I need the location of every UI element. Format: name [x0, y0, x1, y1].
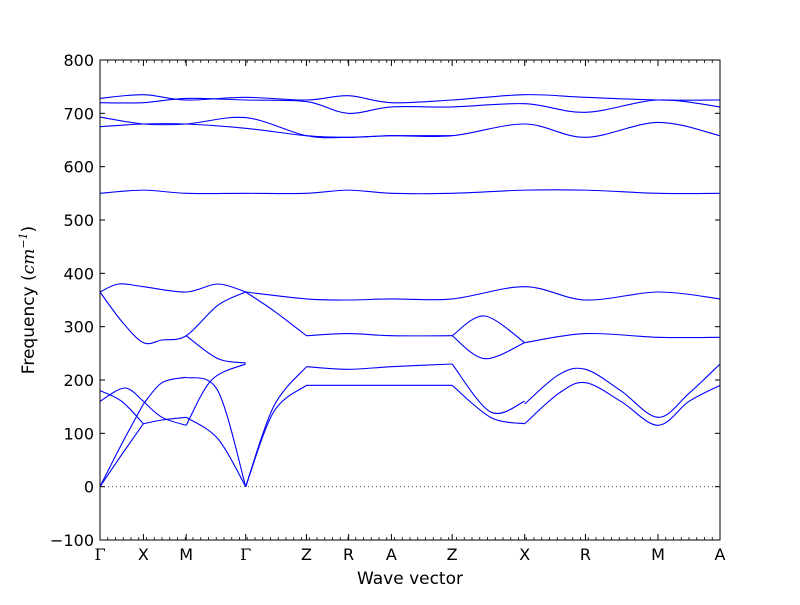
y-tick-label-200: 200: [63, 371, 94, 390]
branch-line-19: [99, 291, 246, 345]
y-tick-label--100: −100: [50, 531, 94, 550]
branch-line-6: [143, 416, 187, 425]
branch-line-17: [524, 363, 721, 418]
branch-line-31: [99, 94, 721, 104]
y-axis-label-unit: cm: [19, 249, 39, 275]
branch-line-9: [185, 416, 247, 487]
y-tick-label-400: 400: [63, 264, 94, 283]
branch-line-25: [451, 315, 526, 344]
x-tick-label-1: X: [138, 545, 149, 564]
branch-line-26: [451, 335, 525, 360]
branch-line-3: [99, 387, 144, 402]
branch-line-30: [99, 116, 453, 139]
y-tick-label-500: 500: [63, 211, 94, 230]
x-tick-label-3: Γ: [240, 545, 251, 564]
branch-line-2: [99, 423, 144, 487]
y-tick-label-300: 300: [63, 318, 94, 337]
y-axis-label: Frequency (cm−1): [17, 226, 39, 374]
series-layer: [99, 94, 721, 487]
y-axis-label-exponent: −1: [17, 232, 30, 248]
x-tick-label-9: R: [580, 545, 591, 564]
branch-line-12: [245, 366, 307, 487]
plot-frame: [99, 59, 721, 541]
branch-line-15: [451, 384, 525, 425]
branch-line-27: [524, 332, 721, 344]
branch-line-16: [451, 363, 525, 414]
y-tick-label-700: 700: [63, 104, 94, 123]
branch-line-8: [185, 376, 247, 487]
x-tick-label-2: M: [179, 545, 193, 564]
x-tick-label-4: Z: [301, 545, 312, 564]
y-axis-label-text: Frequency (: [19, 274, 39, 374]
x-axis-label: Wave vector: [357, 569, 463, 589]
branch-line-18: [524, 381, 721, 426]
branch-line-21: [185, 335, 246, 364]
branch-line-14: [306, 363, 453, 370]
branch-line-28: [99, 189, 721, 195]
x-tick-label-0: Γ: [94, 545, 105, 564]
x-tick-label-11: A: [715, 545, 726, 564]
branch-line-7: [143, 400, 187, 426]
y-tick-label-800: 800: [63, 51, 94, 70]
branch-line-1: [99, 403, 144, 487]
branch-line-5: [142, 376, 187, 405]
x-tick-label-8: X: [519, 545, 530, 564]
branch-line-32: [99, 97, 721, 114]
x-tick-label-5: R: [343, 545, 354, 564]
plot-area: [100, 60, 720, 540]
y-tick-label-100: 100: [63, 424, 94, 443]
branch-line-10: [185, 363, 246, 426]
x-tick-label-10: M: [651, 545, 665, 564]
y-axis-label-close: ): [19, 226, 39, 233]
branch-line-20: [99, 283, 246, 293]
x-tick-label-6: A: [386, 545, 397, 564]
branch-line-4: [99, 390, 144, 425]
branch-line-22: [245, 291, 307, 337]
y-axis-ticks: −100 0 100 200 300 400 500 600 700 800: [50, 51, 720, 550]
y-tick-label-0: 0: [84, 478, 94, 497]
branch-line-24: [306, 333, 453, 337]
branch-line-23: [245, 286, 721, 301]
x-tick-label-7: Z: [447, 545, 458, 564]
y-tick-label-600: 600: [63, 158, 94, 177]
